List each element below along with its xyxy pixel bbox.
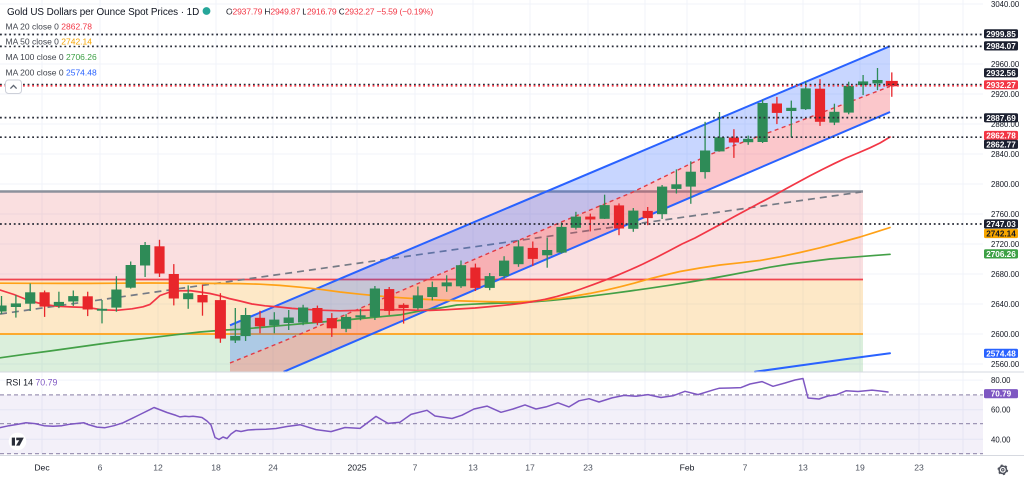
svg-text:2932.27: 2932.27 [986,81,1016,90]
svg-text:2999.85: 2999.85 [986,30,1016,39]
svg-text:MA 20 close 0 2862.78: MA 20 close 0 2862.78 [6,22,93,32]
svg-text:13: 13 [468,463,478,473]
svg-text:2706.26: 2706.26 [986,250,1016,259]
svg-text:2862.78: 2862.78 [986,132,1016,141]
svg-text:23: 23 [914,463,924,473]
svg-text:12: 12 [153,463,163,473]
svg-text:MA 100 close 0 2706.26: MA 100 close 0 2706.26 [6,52,97,62]
svg-text:2760.00: 2760.00 [991,210,1020,219]
svg-text:17: 17 [525,463,535,473]
svg-text:6: 6 [98,463,103,473]
svg-text:2747.03: 2747.03 [986,220,1016,229]
svg-text:2560.00: 2560.00 [991,360,1020,369]
svg-text:2887.69: 2887.69 [986,114,1016,123]
svg-text:60.00: 60.00 [991,406,1011,415]
svg-text:Feb: Feb [680,463,695,473]
svg-text:2600.00: 2600.00 [991,330,1020,339]
svg-text:2862.77: 2862.77 [986,140,1016,149]
svg-text:2960.00: 2960.00 [991,60,1020,69]
svg-text:2800.00: 2800.00 [991,180,1020,189]
svg-text:70.79: 70.79 [991,390,1012,399]
svg-text:7: 7 [743,463,748,473]
svg-text:13: 13 [798,463,808,473]
svg-text:2720.00: 2720.00 [991,240,1020,249]
svg-text:2984.07: 2984.07 [986,42,1016,51]
svg-text:RSI 14 70.79: RSI 14 70.79 [6,378,57,388]
svg-text:3040.00: 3040.00 [991,0,1020,9]
svg-text:2932.56: 2932.56 [986,69,1016,78]
svg-text:18: 18 [211,463,221,473]
svg-text:23: 23 [583,463,593,473]
svg-text:40.00: 40.00 [991,435,1011,444]
svg-text:2680.00: 2680.00 [991,270,1020,279]
svg-text:24: 24 [268,463,278,473]
svg-text:7: 7 [413,463,418,473]
svg-text:19: 19 [855,463,865,473]
svg-text:80.00: 80.00 [991,376,1011,385]
svg-text:2742.14: 2742.14 [986,230,1016,239]
svg-text:2840.00: 2840.00 [991,150,1020,159]
svg-text:MA 200 close 0 2574.48: MA 200 close 0 2574.48 [6,67,97,77]
svg-text:Dec: Dec [34,463,50,473]
svg-text:2880.00: 2880.00 [991,120,1020,129]
svg-text:MA 50 close 0 2742.14: MA 50 close 0 2742.14 [6,37,93,47]
svg-text:O2937.79 H2949.87 L2916.79 C29: O2937.79 H2949.87 L2916.79 C2932.27 −5.5… [226,7,433,17]
svg-text:2574.48: 2574.48 [986,349,1016,358]
svg-text:Gold US Dollars per Ounce Spot: Gold US Dollars per Ounce Spot Prices · … [7,7,199,18]
svg-text:2920.00: 2920.00 [991,90,1020,99]
svg-text:2640.00: 2640.00 [991,300,1020,309]
svg-text:2025: 2025 [347,463,366,473]
